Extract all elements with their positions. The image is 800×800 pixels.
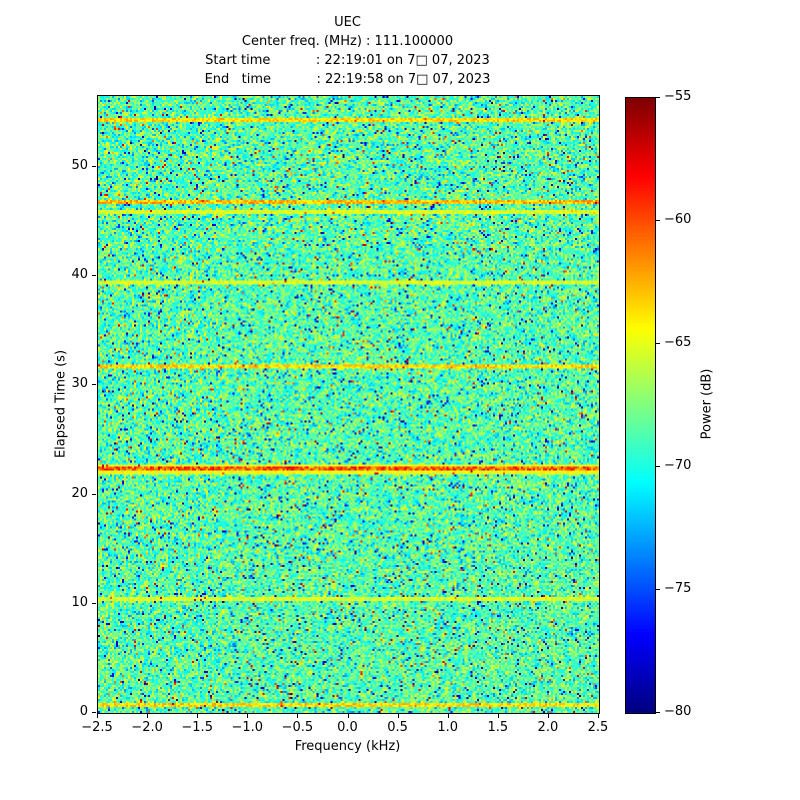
colorbar-tick-mark [656,589,660,590]
colorbar-tick-label: −70 [664,458,692,473]
x-axis-title: Frequency (kHz) [294,739,401,754]
y-tick-label: 50 [71,157,88,173]
x-tick-label: −2.0 [131,720,163,735]
x-tick-mark [447,714,449,718]
x-tick-mark [197,714,199,718]
y-tick-label: 30 [71,376,88,392]
y-axis-title: Elapsed Time (s) [53,349,69,459]
colorbar-tick-label: −55 [664,89,692,104]
y-tick-mark [92,275,96,277]
colorbar [625,97,656,714]
end-time-line: End time : 22:19:58 on 7□ 07, 2023 [204,72,491,87]
x-tick-label: −1.0 [231,720,264,735]
y-tick-mark [92,712,96,713]
x-tick-mark [147,714,149,718]
x-tick-label: 1.0 [437,720,459,735]
y-tick-mark [92,165,96,167]
x-tick-mark [497,714,499,718]
x-tick-label: −0.5 [281,720,314,735]
x-tick-label: 2.5 [587,720,609,735]
x-tick-label: 0.0 [337,720,358,735]
start-time-line: Start time : 22:19:01 on 7□ 07, 2023 [205,53,490,68]
colorbar-tick-mark [656,466,660,467]
x-tick-label: 2.0 [537,720,559,735]
x-tick-mark [397,714,399,718]
x-tick-label: −2.5 [81,720,113,735]
colorbar-tick-mark [656,712,660,713]
x-tick-mark [97,714,98,718]
x-tick-mark [347,714,349,718]
heatmap-plot-area [97,95,600,714]
x-tick-mark [547,714,549,718]
figure-header: UEC Center freq. (MHz) : 111.100000 Star… [97,13,598,89]
y-tick-label: 10 [71,594,88,610]
colorbar-tick-mark [656,220,660,221]
spectrogram-heatmap-canvas [98,96,599,713]
colorbar-canvas [626,98,655,713]
x-tick-label: −1.5 [181,720,213,735]
figure-title: UEC [334,15,361,30]
colorbar-tick-mark [656,97,660,98]
x-tick-label: 0.5 [387,720,408,735]
colorbar-tick-label: −65 [664,335,692,350]
y-tick-mark [92,602,96,604]
x-tick-label: 1.5 [487,720,509,735]
y-tick-mark [92,493,96,495]
colorbar-tick-label: −80 [664,704,692,719]
colorbar-tick-mark [656,343,660,344]
colorbar-title: Power (dB) [699,368,715,440]
x-tick-mark [247,714,249,718]
y-tick-mark [92,384,96,386]
x-tick-mark [598,714,599,718]
y-tick-label: 0 [79,704,88,719]
colorbar-tick-label: −60 [664,212,692,227]
y-tick-label: 40 [71,267,88,283]
center-freq-line: Center freq. (MHz) : 111.100000 [241,34,454,49]
colorbar-tick-label: −75 [664,581,692,596]
x-tick-mark [297,714,299,718]
y-tick-label: 20 [71,485,88,501]
